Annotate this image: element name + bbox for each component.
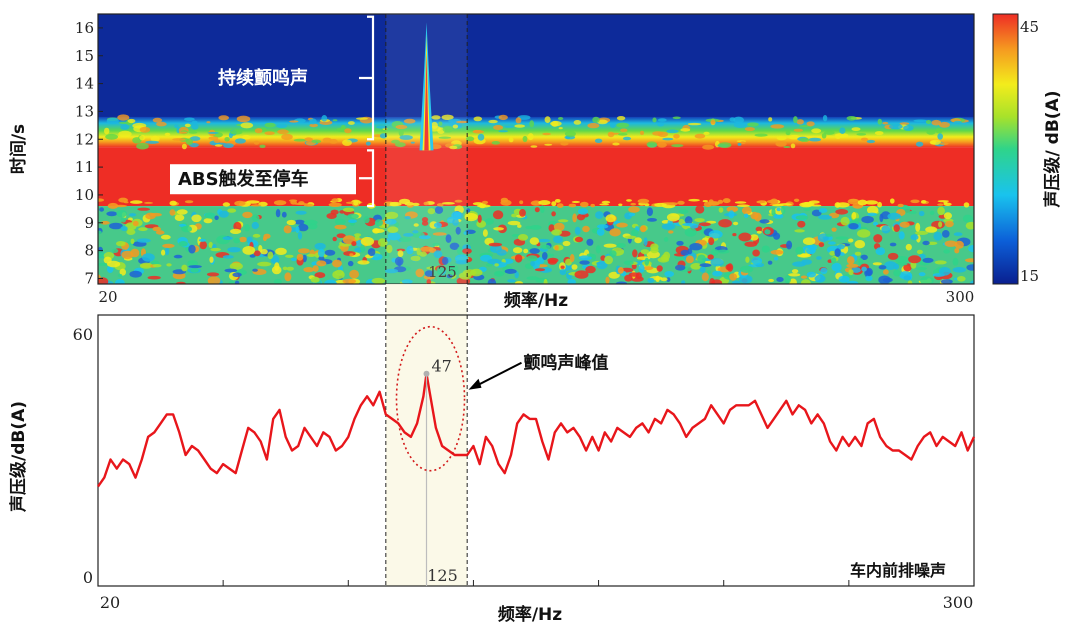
line-x-tick-label: 300 [943, 593, 974, 612]
colorbar-min-label: 15 [1020, 267, 1039, 285]
spectrogram-x-tick-label: 300 [946, 288, 975, 306]
annotation-box [170, 164, 356, 195]
spectrogram-x-axis-label: 频率/Hz [504, 290, 568, 311]
y-tick-label: 15 [75, 47, 94, 65]
annotation-label: ABS触发至停车 [178, 168, 309, 190]
spectrogram-annotations: 持续颤鸣声 ABS触发至停车 [170, 15, 375, 208]
annotation-label: 持续颤鸣声 [218, 67, 308, 89]
y-tick-label: 7 [84, 269, 94, 287]
spectrogram-image [98, 14, 974, 284]
annotation-bracket [359, 149, 375, 208]
spectrogram-x-tick-label: 20 [98, 288, 117, 306]
line-y-axis-label: 声压级/dB(A) [8, 401, 29, 513]
spectrogram-frame [97, 13, 975, 285]
annotation-bracket [359, 15, 375, 141]
y-tick-label: 12 [75, 130, 94, 148]
y-tick-label: 10 [75, 186, 94, 204]
line-chart-x-ticks [97, 580, 975, 586]
line-y-tick-label: 0 [83, 568, 93, 587]
y-tick-label: 14 [75, 75, 94, 93]
y-tick-label: 8 [84, 242, 94, 260]
peak-frequency-label: 125 [427, 566, 458, 585]
spectrogram-y-axis-label: 时间/s [8, 124, 29, 174]
y-tick-label: 13 [75, 102, 94, 120]
peak-annotation-arrow [476, 361, 522, 387]
colorbar-label: 声压级/ dB(A) [1042, 91, 1063, 209]
spectrogram-y-ticks: 7 8 9 10 11 12 13 14 15 16 [75, 19, 103, 287]
peak-ridge-core [424, 52, 429, 151]
spectrogram-marker-label: 125 [428, 263, 457, 281]
peak-annotation: 颤鸣声峰值 [524, 353, 609, 374]
line-chart-frame [97, 314, 975, 587]
peak-point [423, 370, 430, 377]
highlight-band-overlay [385, 14, 468, 284]
low-level-region [98, 14, 974, 117]
colorbar-max-label: 45 [1020, 18, 1039, 36]
peak-value-label: 47 [432, 357, 452, 376]
line-y-tick-label: 60 [73, 325, 93, 344]
arrow-head-icon [468, 378, 482, 390]
y-tick-label: 9 [84, 214, 94, 232]
spectrum-line-panel: 47 125 颤鸣声峰值 车内前排噪声 0 60 20 300 频率/Hz 声压… [8, 314, 976, 625]
y-tick-label: 11 [75, 158, 94, 176]
highlight-band [385, 14, 468, 586]
corner-label: 车内前排噪声 [850, 561, 946, 580]
line-x-axis-label: 频率/Hz [498, 604, 562, 625]
series-line [97, 372, 976, 488]
line-x-tick-label: 20 [100, 593, 120, 612]
colorbar [992, 13, 1019, 285]
peak-ellipse [395, 325, 466, 472]
y-tick-label: 16 [75, 19, 94, 37]
